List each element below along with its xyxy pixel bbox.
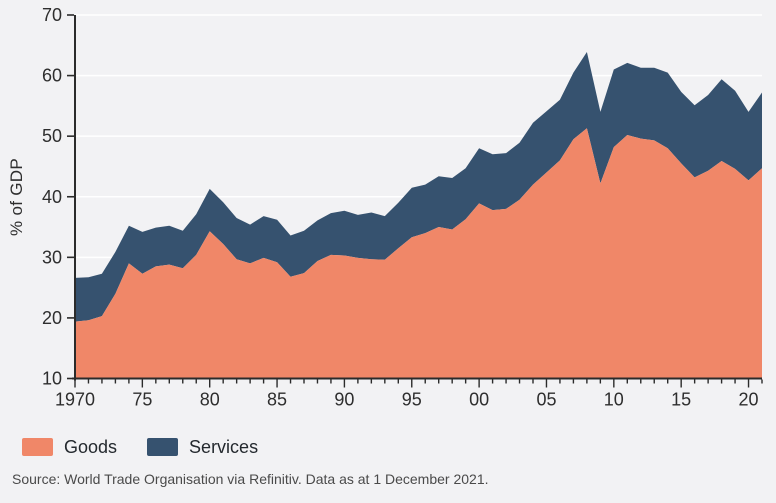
- x-tick-label: 80: [200, 390, 220, 410]
- legend-label-goods: Goods: [64, 436, 118, 457]
- x-tick-label: 00: [469, 390, 489, 410]
- chart-area: 10 20 30 40 50 60 70 1970 75 80 85 90 95 00 05 10 15 20 %…: [7, 5, 763, 410]
- stacked-area-chart: 10 20 30 40 50 60 70 1970 75 80 85 90 95 00 05 10 15 20: [42, 5, 763, 410]
- y-tick-label: 60: [42, 66, 62, 86]
- goods-swatch: [22, 438, 53, 456]
- y-tick-label: 20: [42, 308, 62, 328]
- legend-item-goods: Goods: [22, 437, 117, 458]
- chart-legend: Goods Services: [22, 436, 258, 458]
- services-swatch: [147, 438, 179, 456]
- legend-label-services: Services: [189, 436, 259, 457]
- y-axis-title: % of GDP: [7, 158, 26, 236]
- source-note: Source: World Trade Organisation via Ref…: [12, 471, 489, 487]
- y-tick-label: 30: [42, 247, 62, 267]
- services-area: [75, 52, 762, 322]
- x-tick-label: 1970: [55, 390, 95, 410]
- x-tick-label: 15: [671, 390, 691, 410]
- x-tick-label: 10: [604, 390, 624, 410]
- x-tick-label: 85: [267, 390, 287, 410]
- x-tick-label: 95: [402, 390, 422, 410]
- y-tick-label: 70: [42, 5, 62, 25]
- x-tick-label: 05: [536, 390, 556, 410]
- x-tick-label: 20: [739, 390, 759, 410]
- x-tick-label: 90: [334, 390, 354, 410]
- y-tick-label: 40: [42, 187, 62, 207]
- x-tick-label: 75: [132, 390, 152, 410]
- y-tick-label: 10: [42, 369, 62, 389]
- y-tick-label: 50: [42, 126, 62, 146]
- legend-item-services: Services: [147, 437, 258, 458]
- goods-area: [75, 128, 762, 379]
